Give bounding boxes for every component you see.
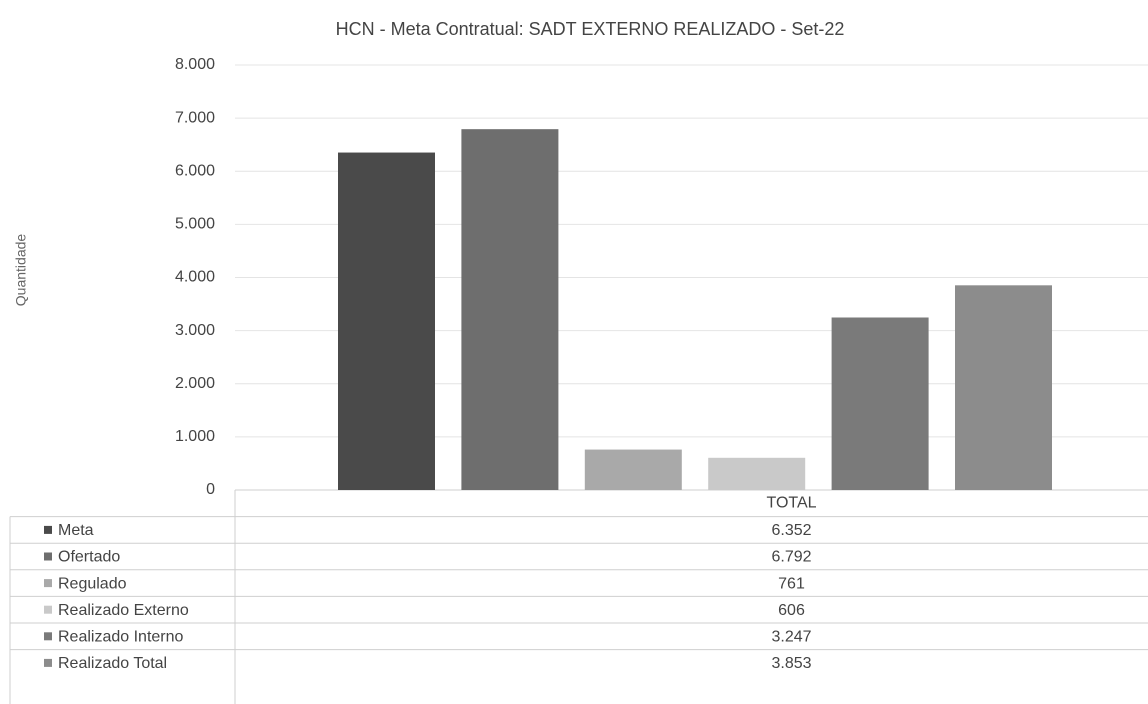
bar	[955, 285, 1052, 490]
legend-key	[44, 525, 52, 534]
legend-label: Regulado	[58, 575, 127, 592]
table-value: 606	[778, 602, 805, 619]
y-tick-label: 1.000	[175, 428, 215, 445]
bar	[708, 457, 806, 490]
y-tick-label: 5.000	[175, 216, 215, 233]
table-value: 3.247	[771, 629, 811, 646]
bar	[831, 317, 929, 490]
legend-label: Ofertado	[58, 549, 120, 566]
bar	[584, 449, 682, 490]
legend-key	[44, 552, 52, 561]
legend-label: Realizado Total	[58, 655, 167, 672]
legend-key	[44, 632, 52, 641]
x-tick-label: TOTAL	[766, 495, 816, 512]
bar	[338, 152, 435, 491]
bar	[461, 129, 559, 491]
y-tick-label: 8.000	[175, 56, 215, 73]
table-value: 3.853	[771, 655, 811, 672]
legend-key	[44, 605, 52, 614]
chart-title: HCN - Meta Contratual: SADT EXTERNO REAL…	[336, 19, 845, 39]
y-tick-label: 2.000	[175, 375, 215, 392]
legend-key	[44, 579, 52, 588]
legend-label: Realizado Externo	[58, 602, 189, 619]
table-value: 6.352	[771, 522, 811, 539]
y-tick-label: 0	[206, 481, 215, 498]
y-tick-label: 4.000	[175, 269, 215, 286]
table-value: 6.792	[771, 549, 811, 566]
table-value: 761	[778, 575, 805, 592]
legend-label: Meta	[58, 522, 94, 539]
y-tick-label: 7.000	[175, 109, 215, 126]
y-tick-label: 6.000	[175, 162, 215, 179]
y-axis-title: Quantidade	[13, 234, 29, 307]
y-tick-label: 3.000	[175, 322, 215, 339]
legend-label: Realizado Interno	[58, 629, 184, 646]
legend-key	[44, 658, 52, 667]
